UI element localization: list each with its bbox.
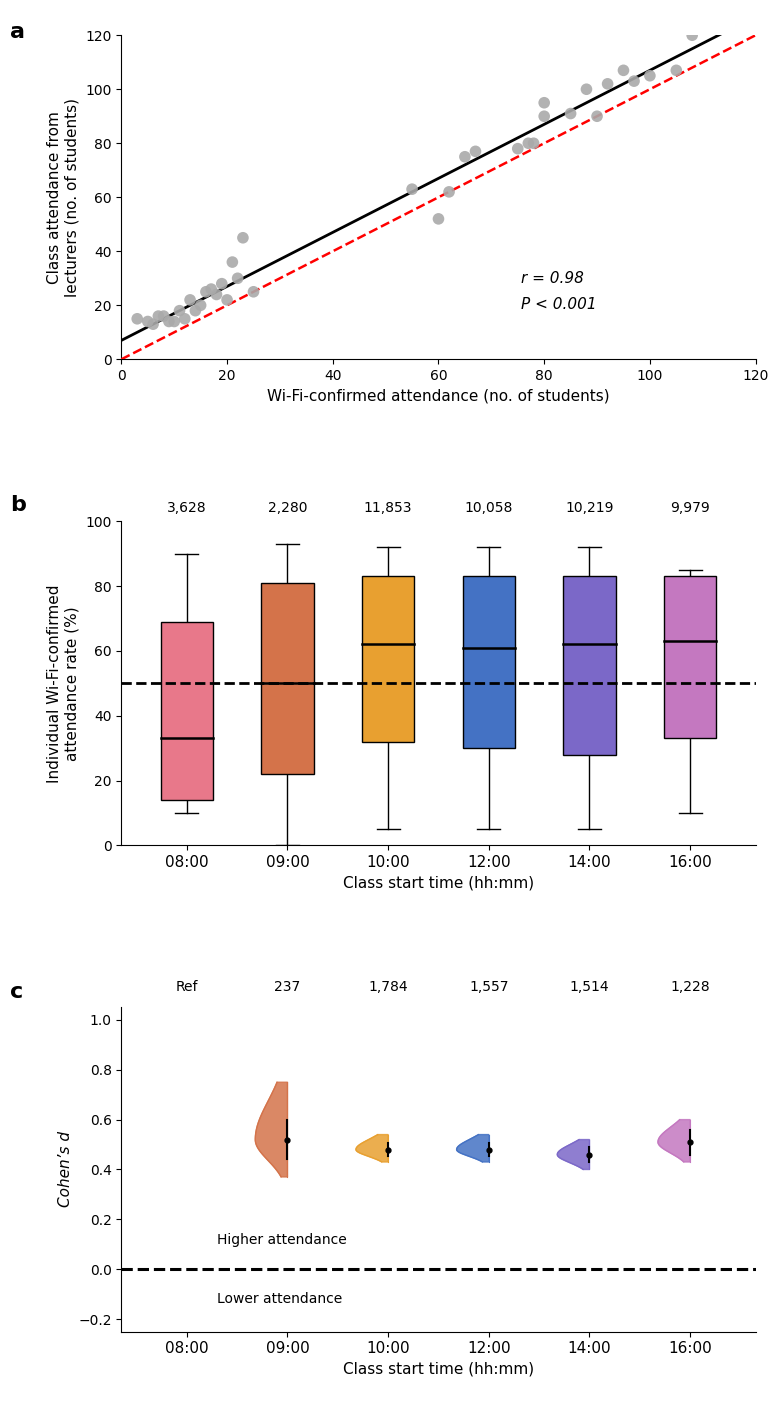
Polygon shape <box>557 1140 590 1169</box>
Point <box>168 310 180 333</box>
Point <box>189 300 202 323</box>
FancyBboxPatch shape <box>463 576 515 748</box>
Point <box>232 268 244 290</box>
Text: b: b <box>10 496 27 516</box>
Text: Ref: Ref <box>175 981 198 995</box>
Text: 9,979: 9,979 <box>670 500 710 514</box>
Text: 1,784: 1,784 <box>368 981 408 995</box>
FancyBboxPatch shape <box>161 621 213 800</box>
Point <box>580 77 593 100</box>
X-axis label: Class start time (hh:mm): Class start time (hh:mm) <box>343 1361 534 1377</box>
Point <box>142 310 154 333</box>
Point <box>210 283 223 306</box>
Text: a: a <box>10 23 25 42</box>
Point <box>247 280 260 303</box>
Point <box>591 106 604 128</box>
Y-axis label: Individual Wi-Fi-confirmed
attendance rate (%): Individual Wi-Fi-confirmed attendance ra… <box>47 585 80 782</box>
Point <box>179 307 191 330</box>
Point <box>511 137 524 159</box>
Y-axis label: Class attendance from
lecturers (no. of students): Class attendance from lecturers (no. of … <box>47 97 80 297</box>
Point <box>469 139 482 162</box>
Polygon shape <box>658 1120 690 1162</box>
Point <box>459 145 471 168</box>
Point <box>686 24 698 46</box>
Polygon shape <box>255 1082 287 1177</box>
Text: r = 0.98: r = 0.98 <box>521 271 584 286</box>
FancyBboxPatch shape <box>262 583 314 774</box>
Point <box>226 251 239 273</box>
Point <box>432 207 445 230</box>
Point <box>236 227 249 249</box>
Text: 237: 237 <box>274 981 301 995</box>
Text: 10,058: 10,058 <box>464 500 513 514</box>
Text: Lower attendance: Lower attendance <box>217 1292 342 1306</box>
Point <box>221 289 233 311</box>
Y-axis label: Cohen’s d: Cohen’s d <box>58 1131 73 1208</box>
Point <box>184 289 197 311</box>
Point <box>628 70 640 93</box>
Point <box>443 180 456 203</box>
Point <box>157 304 170 327</box>
Point <box>194 294 207 317</box>
Point <box>152 304 164 327</box>
Point <box>644 65 656 87</box>
Text: 10,219: 10,219 <box>565 500 614 514</box>
Point <box>538 106 550 128</box>
FancyBboxPatch shape <box>664 576 716 738</box>
Point <box>173 300 186 323</box>
Point <box>406 178 418 200</box>
Text: P < 0.001: P < 0.001 <box>521 297 597 311</box>
Point <box>205 278 218 300</box>
Point <box>215 272 228 294</box>
Polygon shape <box>456 1134 489 1162</box>
Text: 1,514: 1,514 <box>570 981 609 995</box>
Text: 2,280: 2,280 <box>268 500 307 514</box>
Point <box>565 103 577 125</box>
Text: 1,228: 1,228 <box>670 981 710 995</box>
Text: 11,853: 11,853 <box>364 500 413 514</box>
Point <box>522 132 535 155</box>
Text: Higher attendance: Higher attendance <box>217 1233 347 1247</box>
X-axis label: Class start time (hh:mm): Class start time (hh:mm) <box>343 875 534 890</box>
Point <box>163 310 175 333</box>
FancyBboxPatch shape <box>362 576 414 741</box>
Point <box>200 280 212 303</box>
Point <box>670 59 683 82</box>
Text: 1,557: 1,557 <box>469 981 509 995</box>
Polygon shape <box>356 1134 388 1162</box>
FancyBboxPatch shape <box>563 576 615 755</box>
Point <box>538 92 550 114</box>
Point <box>131 307 143 330</box>
Point <box>617 59 630 82</box>
Point <box>528 132 540 155</box>
Point <box>601 73 614 96</box>
X-axis label: Wi-Fi-confirmed attendance (no. of students): Wi-Fi-confirmed attendance (no. of stude… <box>267 389 610 403</box>
Text: 3,628: 3,628 <box>167 500 207 514</box>
Text: c: c <box>10 982 23 1002</box>
Point <box>147 313 160 335</box>
